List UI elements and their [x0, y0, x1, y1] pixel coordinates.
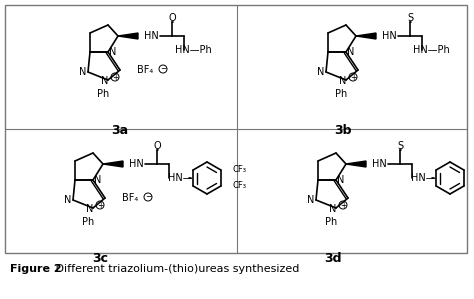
Text: HN: HN: [144, 31, 158, 41]
Polygon shape: [346, 161, 366, 167]
Text: BF₄: BF₄: [137, 65, 153, 75]
Text: CF₃: CF₃: [233, 166, 247, 175]
Text: S: S: [397, 141, 403, 151]
Text: N: N: [329, 204, 337, 214]
Text: Ph: Ph: [325, 217, 337, 227]
Text: 3a: 3a: [111, 123, 128, 137]
Bar: [5, 5, 467, 253]
Text: O: O: [153, 141, 161, 151]
Text: Figure 2: Figure 2: [10, 264, 62, 274]
Text: N: N: [94, 175, 102, 185]
Polygon shape: [118, 33, 138, 39]
Text: HN: HN: [372, 159, 386, 169]
Text: +: +: [350, 72, 356, 82]
Text: 3d: 3d: [324, 251, 342, 265]
Text: N: N: [86, 204, 94, 214]
Polygon shape: [356, 33, 376, 39]
Text: N: N: [101, 76, 109, 86]
Text: HN: HN: [128, 159, 143, 169]
Text: HN—Ph: HN—Ph: [174, 45, 211, 55]
Text: HN—: HN—: [168, 173, 192, 183]
Text: N: N: [337, 175, 345, 185]
Text: −: −: [145, 193, 151, 202]
Text: N: N: [339, 76, 346, 86]
Text: N: N: [64, 195, 72, 205]
Text: 3b: 3b: [334, 123, 352, 137]
Text: Ph: Ph: [82, 217, 94, 227]
Text: HN—: HN—: [411, 173, 435, 183]
Text: N: N: [347, 47, 355, 57]
Text: Ph: Ph: [335, 89, 347, 99]
Text: +: +: [97, 201, 103, 210]
Text: −: −: [160, 65, 166, 74]
Text: HN: HN: [382, 31, 396, 41]
Text: 3c: 3c: [92, 251, 108, 265]
Text: O: O: [168, 13, 176, 23]
Text: N: N: [317, 67, 325, 77]
Text: CF₃: CF₃: [233, 181, 247, 190]
Text: N: N: [79, 67, 87, 77]
Text: HN—Ph: HN—Ph: [413, 45, 449, 55]
Text: Ph: Ph: [97, 89, 109, 99]
Text: N: N: [307, 195, 315, 205]
Polygon shape: [103, 161, 123, 167]
Text: +: +: [112, 72, 118, 82]
Text: N: N: [109, 47, 117, 57]
Text: Different triazolium-(thio)ureas synthesized: Different triazolium-(thio)ureas synthes…: [52, 264, 299, 274]
Text: BF₄: BF₄: [122, 193, 138, 203]
Text: +: +: [340, 201, 346, 210]
Text: S: S: [407, 13, 413, 23]
